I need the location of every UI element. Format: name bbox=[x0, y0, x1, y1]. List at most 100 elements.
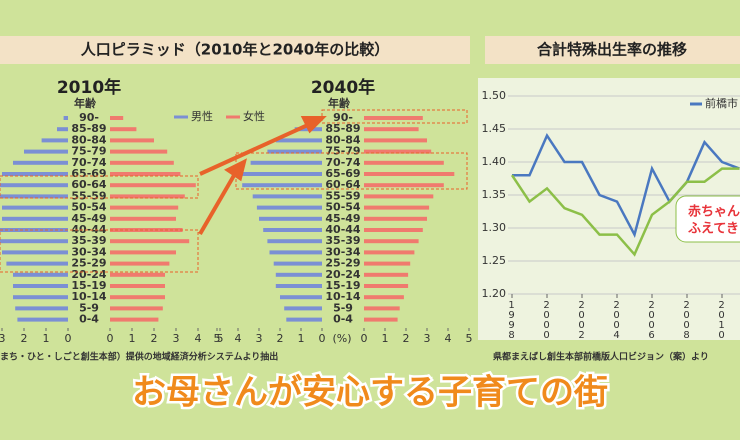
category-label: 30-34 bbox=[71, 245, 107, 258]
header-title: 合計特殊出生率の推移 bbox=[536, 41, 687, 59]
bar bbox=[0, 194, 68, 199]
highlight-box bbox=[321, 109, 468, 124]
bar bbox=[110, 239, 190, 244]
bar bbox=[110, 172, 181, 176]
category-label: 80-84 bbox=[71, 133, 107, 146]
x-tick-label: 4 bbox=[445, 332, 452, 345]
category-label: 80-84 bbox=[325, 133, 361, 146]
bar bbox=[17, 317, 68, 322]
bar bbox=[267, 239, 322, 244]
bar bbox=[110, 284, 165, 288]
bar bbox=[364, 216, 427, 221]
bar bbox=[110, 127, 137, 132]
bar bbox=[63, 116, 68, 120]
x-tick-label: 0 bbox=[107, 332, 114, 345]
source: 県都まえばし創生本部前橋版人口ビジョン（案）より bbox=[493, 351, 709, 363]
x-tick-label: 5 bbox=[466, 332, 473, 345]
bar bbox=[110, 149, 168, 154]
category-label: 50-54 bbox=[325, 201, 361, 214]
x-tick-label: 2008 bbox=[681, 300, 692, 340]
callout-text: 赤ちゃん bbox=[688, 204, 740, 220]
bar bbox=[110, 261, 170, 266]
bar bbox=[280, 295, 322, 300]
chart-title: 2010年 bbox=[57, 77, 121, 98]
bar bbox=[13, 272, 68, 277]
callout-box bbox=[675, 195, 740, 243]
y-tick-label: 1.25 bbox=[482, 254, 507, 267]
category-label: 20-24 bbox=[71, 268, 107, 281]
bar bbox=[110, 317, 159, 322]
y-tick-label: 1.45 bbox=[482, 122, 507, 135]
callout-text: ふえてき bbox=[688, 222, 739, 237]
category-label: 0-4 bbox=[333, 313, 353, 326]
bar bbox=[364, 194, 434, 199]
bar bbox=[275, 272, 322, 277]
x-tick-label: 2002 bbox=[576, 300, 587, 340]
category-label: 35-39 bbox=[71, 234, 106, 247]
bar bbox=[364, 284, 409, 288]
bar bbox=[364, 172, 455, 176]
unit-label: (%) bbox=[332, 332, 351, 345]
category-label: 25-29 bbox=[325, 257, 360, 270]
bar bbox=[364, 239, 419, 244]
bar bbox=[231, 172, 322, 176]
annotations bbox=[0, 109, 468, 273]
category-label: 25-29 bbox=[71, 257, 106, 270]
category-label: 70-74 bbox=[71, 156, 107, 169]
x-tick-label: 2010 bbox=[716, 300, 727, 340]
bar bbox=[110, 138, 154, 143]
category-label: 40-44 bbox=[71, 223, 107, 236]
bar bbox=[2, 205, 68, 210]
bar bbox=[2, 172, 68, 176]
category-label: 45-49 bbox=[71, 212, 106, 225]
category-label: 45-49 bbox=[325, 212, 360, 225]
bar bbox=[267, 149, 322, 154]
bar bbox=[110, 272, 165, 277]
arrow bbox=[198, 170, 238, 236]
x-tick-label: 0 bbox=[361, 332, 368, 345]
bar bbox=[252, 194, 322, 199]
category-label: 20-24 bbox=[325, 268, 361, 281]
bar bbox=[110, 306, 163, 311]
category-label: 55-59 bbox=[71, 189, 106, 202]
x-tick-label: 2 bbox=[21, 332, 28, 345]
bar bbox=[13, 160, 68, 165]
bar bbox=[24, 149, 68, 154]
x-tick-label: 2006 bbox=[646, 300, 657, 340]
axis-label: 年齢 bbox=[74, 96, 97, 110]
x-tick-label: 2 bbox=[403, 332, 410, 345]
category-label: 50-54 bbox=[71, 201, 107, 214]
bar bbox=[273, 261, 322, 266]
arrow-head bbox=[224, 158, 247, 182]
bar bbox=[242, 183, 322, 188]
category-label: 15-19 bbox=[71, 279, 106, 292]
category-label: 75-79 bbox=[325, 145, 360, 158]
category-label: 65-69 bbox=[71, 167, 106, 180]
bar bbox=[110, 216, 176, 221]
bar bbox=[275, 138, 322, 143]
legend-label: 前橋市 bbox=[705, 96, 738, 110]
x-tick-label: 1998 bbox=[506, 300, 517, 340]
x-tick-label: 3 bbox=[0, 332, 6, 345]
x-tick-label: 1 bbox=[298, 332, 305, 345]
bar bbox=[110, 205, 179, 210]
category-label: 65-69 bbox=[325, 167, 360, 180]
category-label: 15-19 bbox=[325, 279, 360, 292]
bar bbox=[6, 261, 68, 266]
header-bar bbox=[485, 36, 740, 64]
category-label: 60-64 bbox=[325, 178, 361, 191]
category-label: 5-9 bbox=[333, 301, 353, 314]
x-tick-label: 2 bbox=[277, 332, 284, 345]
bar bbox=[364, 149, 432, 154]
legend-label: 女性 bbox=[243, 109, 265, 123]
x-tick-label: 1 bbox=[382, 332, 389, 345]
bar bbox=[364, 250, 415, 255]
bar bbox=[110, 116, 124, 120]
chart-title: 2040年 bbox=[311, 77, 375, 98]
category-label: 70-74 bbox=[325, 156, 361, 169]
x-tick-label: 0 bbox=[65, 332, 72, 345]
bar bbox=[13, 295, 68, 300]
bar bbox=[110, 295, 165, 300]
bar bbox=[0, 239, 68, 244]
y-tick-label: 1.20 bbox=[482, 287, 507, 300]
